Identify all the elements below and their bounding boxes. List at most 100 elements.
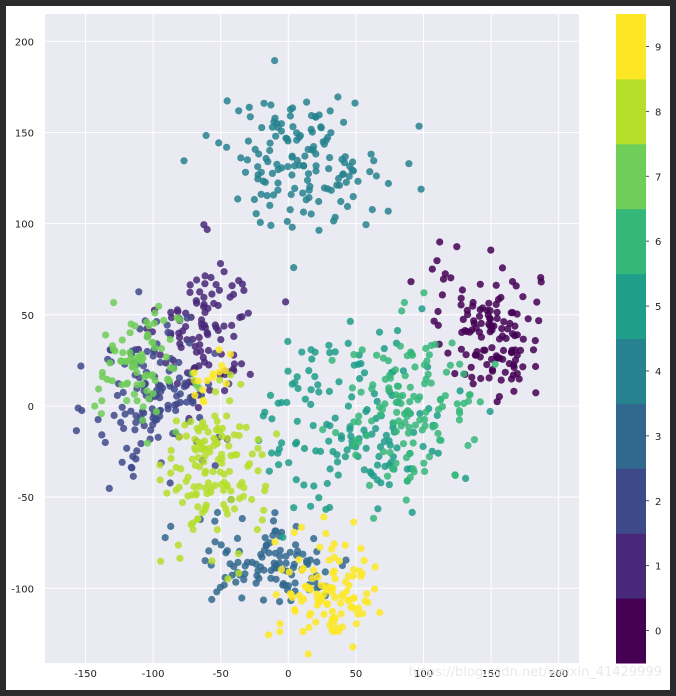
data-point-label-6 [411, 421, 419, 429]
data-point-label-6 [385, 384, 393, 392]
data-point-label-0 [486, 307, 494, 315]
data-point-label-6 [369, 381, 377, 389]
data-point-label-0 [453, 243, 461, 251]
data-point-label-0 [488, 367, 497, 375]
data-point-label-7 [143, 439, 151, 447]
colorbar-tick-label: 9 [655, 42, 661, 53]
data-point-label-8 [189, 525, 197, 534]
data-point-label-7 [98, 373, 107, 381]
data-point-label-9 [376, 608, 384, 617]
data-point-label-4 [291, 184, 299, 192]
data-point-label-6 [409, 439, 417, 447]
data-point-label-6 [363, 432, 371, 440]
data-point-label-0 [498, 332, 507, 340]
data-point-label-9 [316, 543, 324, 551]
plot-area [45, 14, 579, 663]
data-point-label-3 [276, 598, 284, 606]
data-point-label-1 [230, 360, 238, 368]
data-point-label-4 [261, 178, 269, 186]
data-point-label-4 [330, 217, 338, 225]
data-point-label-1 [176, 333, 184, 342]
data-point-label-1 [214, 326, 222, 335]
x-tick-label: -150 [74, 669, 97, 680]
data-point-label-5 [314, 381, 322, 389]
data-point-label-0 [493, 398, 501, 406]
data-point-label-6 [386, 374, 394, 382]
data-point-label-2 [121, 410, 129, 418]
data-point-label-6 [406, 383, 414, 391]
data-point-label-4 [254, 175, 262, 183]
data-point-label-1 [186, 281, 194, 289]
data-point-label-1 [201, 308, 209, 316]
data-point-label-4 [244, 137, 252, 145]
data-point-label-6 [401, 372, 409, 380]
data-point-label-8 [237, 380, 245, 388]
data-point-label-1 [240, 286, 248, 294]
data-point-label-4 [417, 185, 425, 193]
data-point-label-6 [395, 417, 403, 425]
data-point-label-5 [343, 446, 351, 454]
data-point-label-9 [299, 627, 307, 636]
data-point-label-1 [156, 351, 164, 359]
data-point-label-9 [360, 557, 368, 565]
data-point-label-4 [256, 218, 264, 226]
data-point-label-2 [132, 412, 140, 420]
data-point-label-8 [244, 462, 252, 470]
data-point-label-7 [143, 318, 151, 326]
data-point-label-2 [173, 392, 181, 400]
data-point-label-5 [373, 397, 381, 405]
data-point-label-5 [285, 459, 293, 467]
data-point-label-1 [238, 280, 246, 288]
data-point-label-9 [221, 367, 229, 375]
data-point-label-5 [275, 461, 283, 469]
data-point-label-2 [129, 472, 137, 480]
colorbar-tick-label: 2 [655, 497, 661, 508]
data-point-label-8 [187, 418, 195, 426]
data-point-label-5 [311, 373, 319, 381]
x-tick-label: -100 [142, 669, 165, 680]
data-point-label-2 [105, 484, 113, 492]
data-point-label-1 [230, 332, 238, 340]
data-point-label-2 [137, 440, 145, 448]
data-point-label-6 [368, 417, 376, 425]
data-point-label-0 [451, 370, 459, 378]
data-point-label-5 [301, 395, 309, 403]
data-point-label-3 [208, 595, 216, 604]
data-point-label-5 [284, 337, 292, 346]
data-point-label-9 [286, 590, 294, 598]
data-point-label-9 [215, 346, 223, 354]
data-point-label-0 [486, 314, 494, 322]
data-point-label-8 [213, 526, 221, 534]
data-point-label-8 [179, 498, 187, 507]
data-point-label-4 [326, 154, 334, 162]
data-point-label-7 [126, 329, 134, 337]
data-point-label-3 [272, 527, 280, 535]
data-point-label-3 [260, 566, 268, 574]
data-point-label-8 [234, 550, 242, 558]
data-point-label-0 [488, 344, 496, 352]
data-point-label-7 [157, 345, 166, 353]
data-point-label-8 [188, 455, 196, 463]
data-point-label-9 [301, 582, 309, 591]
data-point-label-4 [315, 197, 323, 206]
data-point-label-9 [299, 595, 308, 603]
data-point-label-4 [315, 111, 323, 119]
data-point-label-6 [476, 398, 484, 406]
data-point-label-1 [238, 313, 246, 321]
data-point-label-6 [391, 366, 399, 374]
data-point-label-1 [193, 299, 201, 307]
data-point-label-8 [218, 454, 226, 463]
data-point-label-3 [217, 541, 225, 549]
data-point-label-4 [271, 114, 279, 122]
data-point-label-4 [370, 157, 378, 165]
data-point-label-5 [344, 402, 352, 410]
data-point-label-0 [439, 275, 448, 283]
data-point-label-0 [519, 335, 527, 343]
data-point-label-0 [537, 278, 545, 286]
data-point-label-4 [349, 167, 357, 175]
data-point-label-8 [223, 412, 231, 420]
data-point-label-5 [331, 348, 339, 356]
data-point-label-9 [312, 618, 320, 626]
data-point-label-4 [349, 193, 357, 201]
colorbar-segment-9 [616, 14, 646, 80]
